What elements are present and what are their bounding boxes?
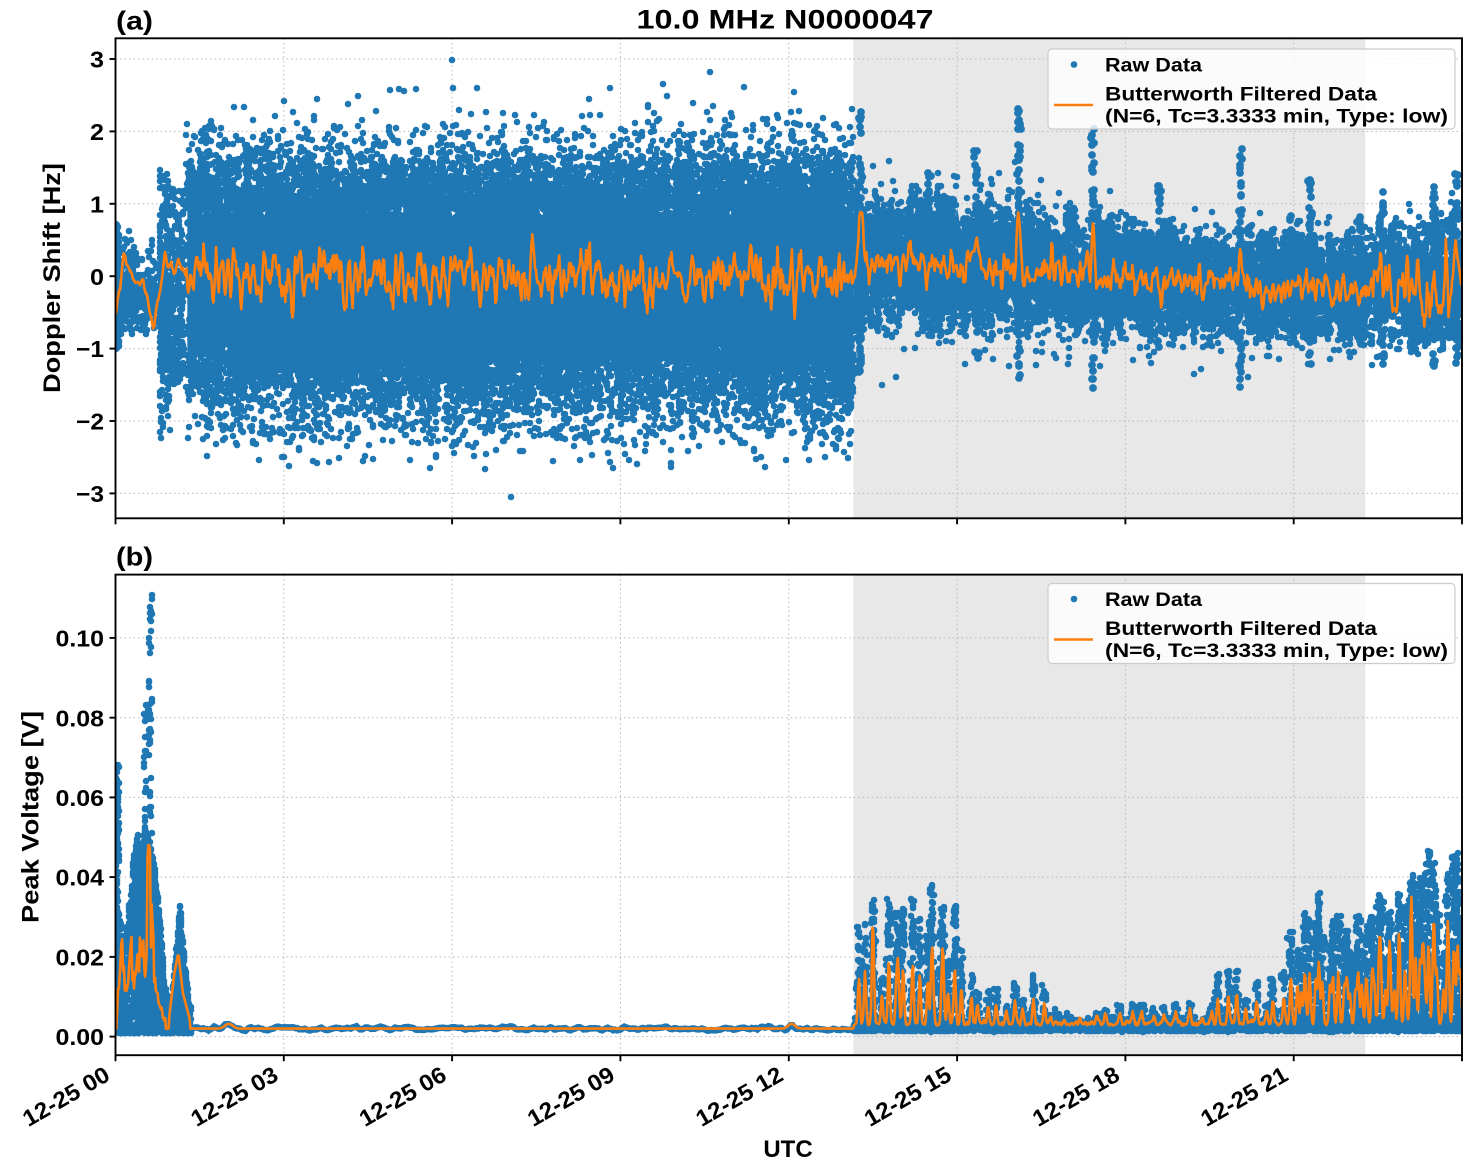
svg-text:0.02: 0.02 bbox=[56, 945, 105, 971]
svg-text:Doppler Shift [Hz]: Doppler Shift [Hz] bbox=[39, 163, 66, 393]
svg-text:2: 2 bbox=[90, 119, 104, 145]
svg-text:(a): (a) bbox=[116, 6, 153, 36]
svg-text:Raw Data: Raw Data bbox=[1105, 589, 1202, 611]
svg-text:−2: −2 bbox=[76, 409, 104, 435]
svg-text:1: 1 bbox=[90, 191, 104, 217]
svg-text:Butterworth Filtered Data: Butterworth Filtered Data bbox=[1105, 618, 1377, 640]
svg-text:−3: −3 bbox=[76, 481, 104, 507]
svg-text:0.08: 0.08 bbox=[56, 705, 105, 731]
svg-text:0.06: 0.06 bbox=[56, 785, 105, 811]
svg-text:−1: −1 bbox=[76, 336, 104, 362]
svg-text:UTC: UTC bbox=[763, 1136, 812, 1163]
svg-text:Butterworth Filtered Data: Butterworth Filtered Data bbox=[1105, 84, 1377, 106]
svg-text:10.0 MHz N0000047: 10.0 MHz N0000047 bbox=[637, 5, 934, 35]
svg-text:0.00: 0.00 bbox=[56, 1024, 105, 1050]
svg-text:0.04: 0.04 bbox=[56, 865, 105, 891]
svg-text:(b): (b) bbox=[116, 541, 153, 571]
svg-text:0.10: 0.10 bbox=[56, 626, 105, 652]
svg-text:Raw Data: Raw Data bbox=[1105, 55, 1202, 77]
svg-text:(N=6, Tc=3.3333 min, Type: low: (N=6, Tc=3.3333 min, Type: low) bbox=[1105, 106, 1448, 128]
svg-text:(N=6, Tc=3.3333 min, Type: low: (N=6, Tc=3.3333 min, Type: low) bbox=[1105, 640, 1448, 662]
svg-text:0: 0 bbox=[90, 264, 104, 290]
svg-text:3: 3 bbox=[90, 47, 104, 73]
svg-text:Peak Voltage [V]: Peak Voltage [V] bbox=[18, 711, 45, 923]
